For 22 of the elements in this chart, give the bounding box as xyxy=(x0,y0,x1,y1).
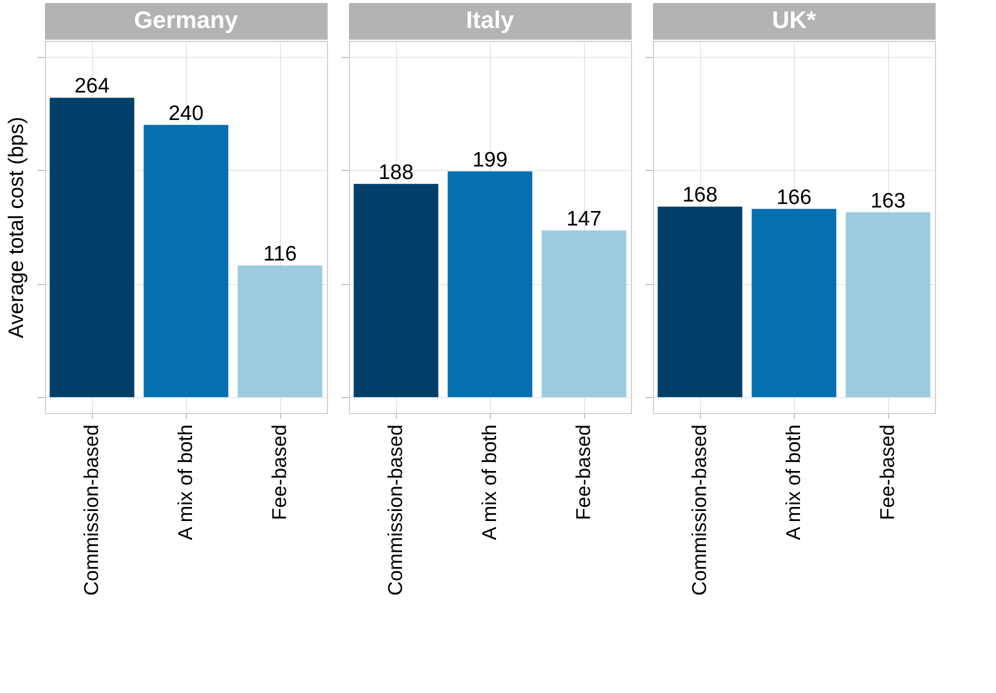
x-tick-label: Commission-based xyxy=(689,424,711,596)
x-tick-label: Fee-based xyxy=(877,424,899,520)
data-label: 147 xyxy=(566,207,602,230)
x-tick-label: A mix of both xyxy=(783,424,805,540)
x-tick-label: A mix of both xyxy=(175,424,197,540)
data-label: 240 xyxy=(168,102,204,125)
x-tick-label: A mix of both xyxy=(479,424,501,540)
data-label: 264 xyxy=(74,74,110,98)
data-label: 188 xyxy=(378,160,414,184)
data-label: 168 xyxy=(682,184,718,207)
x-tick-label: Commission-based xyxy=(385,424,407,596)
data-label: 163 xyxy=(870,189,906,212)
x-tick-label: Commission-based xyxy=(81,424,103,596)
x-tick-label: Fee-based xyxy=(573,424,595,520)
data-label: 199 xyxy=(472,148,508,172)
data-label: 116 xyxy=(263,242,297,266)
data-label: 166 xyxy=(776,186,812,209)
chart-title: Italy xyxy=(466,7,515,34)
y-axis-title: Average total cost (bps) xyxy=(5,116,28,338)
chart-title: Germany xyxy=(134,7,239,34)
chart-title: UK* xyxy=(772,7,817,34)
x-tick-label: Fee-based xyxy=(269,424,291,520)
